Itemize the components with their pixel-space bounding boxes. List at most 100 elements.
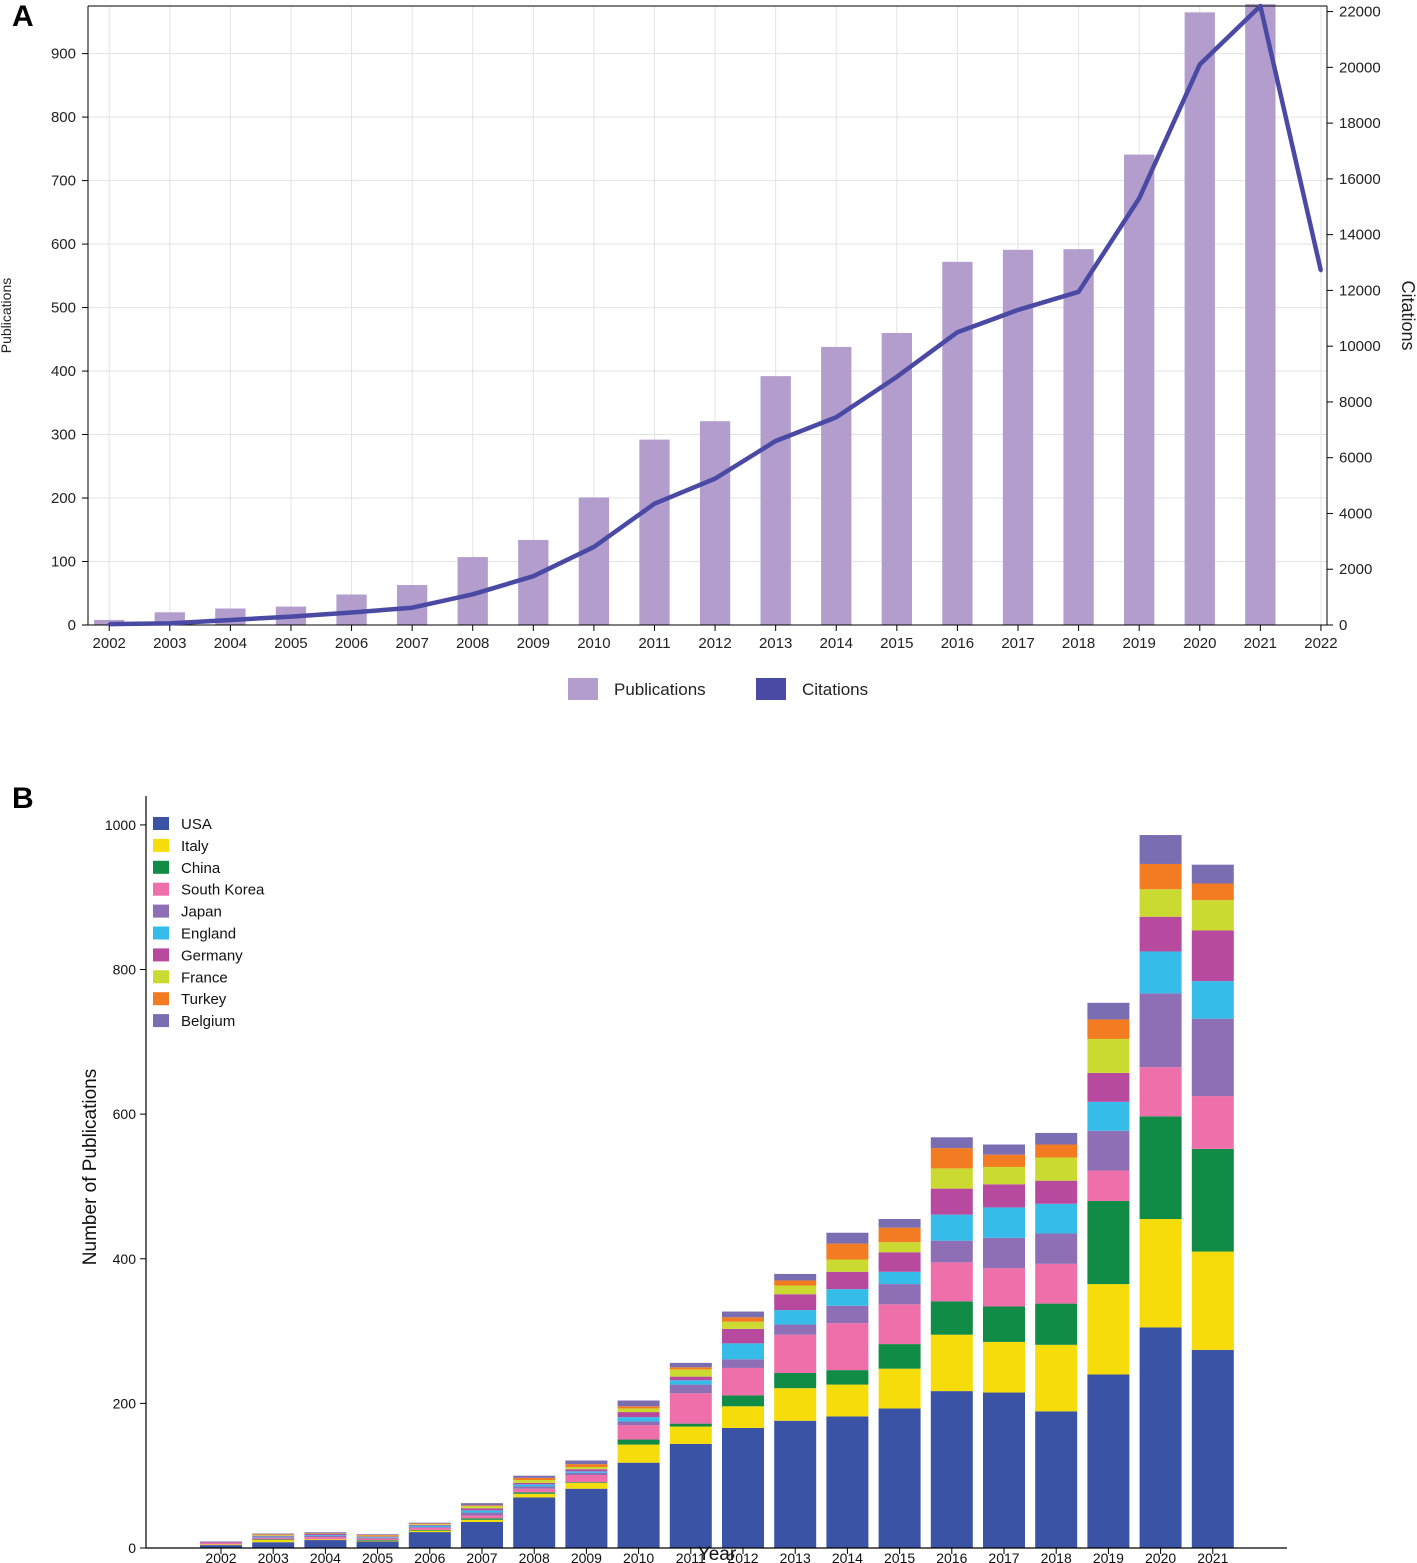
stacked-bar-segment: [983, 1268, 1025, 1307]
stacked-bar-segment: [565, 1488, 608, 1548]
stacked-bar-segment: [304, 1535, 347, 1538]
stacked-bar-segment: [1035, 1263, 1078, 1304]
x-tick-label: 2019: [1093, 1550, 1124, 1563]
stacked-bar-segment: [983, 1306, 1025, 1342]
stacked-bar-segment: [983, 1144, 1025, 1155]
stacked-bar-segment: [356, 1541, 399, 1548]
stacked-bar-segment: [878, 1344, 921, 1369]
stacked-bar-segment: [356, 1540, 399, 1541]
stacked-bar-segment: [722, 1367, 764, 1396]
stacked-bar-segment: [722, 1317, 764, 1322]
x-tick-label: 2006: [335, 635, 368, 652]
y-tick-label: 0: [128, 1540, 136, 1556]
stacked-bar-segment: [1191, 1251, 1234, 1350]
stacked-bar-segment: [930, 1137, 973, 1149]
stacked-bar-segment: [461, 1512, 503, 1516]
stacked-bar-segment: [565, 1469, 608, 1472]
stacked-bar-segment: [1191, 930, 1234, 982]
y-tick-label-right: 14000: [1339, 227, 1381, 244]
citations-point: [1137, 196, 1141, 200]
stacked-bar-segment: [513, 1492, 556, 1494]
stacked-bar-segment: [774, 1420, 817, 1548]
stacked-bar-segment: [617, 1439, 660, 1445]
citations-point: [107, 622, 111, 626]
stacked-bar-segment: [408, 1527, 451, 1528]
stacked-bar-segment: [513, 1493, 556, 1498]
stacked-bar-segment: [1139, 835, 1182, 864]
y-tick-label-right: 16000: [1339, 171, 1381, 188]
stacked-bar-segment: [200, 1541, 242, 1543]
stacked-bar-segment: [252, 1540, 295, 1543]
panel-b-label: B: [12, 782, 34, 815]
stacked-bar-segment: [722, 1427, 764, 1548]
stacked-bar-segment: [408, 1524, 451, 1526]
stacked-bar-segment: [1087, 1038, 1130, 1073]
stacked-bar-segment: [252, 1542, 295, 1548]
stacked-bar-segment: [1087, 1170, 1130, 1201]
y-tick-label: 600: [113, 1106, 137, 1122]
stacked-bar-segment: [774, 1324, 817, 1335]
stacked-bar-segment: [356, 1535, 399, 1537]
stacked-bar-segment: [304, 1540, 347, 1548]
publications-bar: [578, 497, 610, 625]
stacked-bar-segment: [983, 1184, 1025, 1208]
stacked-bar-segment: [200, 1542, 242, 1545]
stacked-bar-segment: [669, 1369, 712, 1377]
stacked-bar-segment: [826, 1323, 869, 1371]
stacked-bar-segment: [774, 1285, 817, 1295]
stacked-bar-segment: [304, 1533, 347, 1535]
stacked-bar-segment: [930, 1240, 973, 1263]
x-tick-label: 2018: [1062, 635, 1095, 652]
legend-label-publications: Publications: [614, 680, 706, 699]
stacked-bar-segment: [461, 1518, 503, 1520]
stacked-bar-segment: [1191, 864, 1234, 884]
stacked-bar-segment: [826, 1289, 869, 1306]
stacked-bar-segment: [1139, 1327, 1182, 1548]
x-tick-label: 2002: [205, 1550, 236, 1563]
stacked-bar-segment: [722, 1406, 764, 1428]
stacked-bar-segment: [1191, 1018, 1234, 1097]
stacked-bar-segment: [252, 1534, 295, 1535]
citations-point: [713, 477, 717, 481]
stacked-bar-segment: [1035, 1157, 1078, 1181]
stacked-bar-segment: [200, 1545, 242, 1548]
x-tick-label: 2010: [577, 635, 610, 652]
y-tick-label-left: 400: [51, 363, 76, 380]
legend-label: Germany: [181, 947, 243, 964]
stacked-bar-segment: [1191, 1096, 1234, 1149]
stacked-bar-segment: [461, 1506, 503, 1509]
stacked-bar-segment: [461, 1503, 503, 1506]
legend-swatch: [153, 970, 169, 984]
stacked-bar-segment: [669, 1443, 712, 1548]
publications-bar: [942, 261, 973, 625]
stacked-bar-segment: [565, 1471, 608, 1473]
legend-label: Turkey: [181, 991, 227, 1008]
stacked-bar-segment: [774, 1373, 817, 1389]
stacked-bar-segment: [826, 1305, 869, 1324]
stacked-bar-segment: [930, 1188, 973, 1215]
stacked-bar-segment: [826, 1232, 869, 1244]
stacked-bar-segment: [930, 1168, 973, 1189]
stacked-bar-segment: [669, 1376, 712, 1381]
x-tick-label: 2007: [466, 1550, 497, 1563]
publications-bar: [821, 346, 852, 625]
publications-citations-chart: 0 100 200 300 400 500 600 700 800 900 0 2000 4000 600…: [0, 4, 1417, 700]
stacked-bar-segment: [930, 1214, 973, 1241]
x-tick-label: 2021: [1244, 635, 1277, 652]
citations-point: [228, 618, 232, 622]
x-tick-label: 2005: [362, 1550, 393, 1563]
stacked-bar-segment: [1139, 889, 1182, 917]
citations-point: [471, 592, 475, 596]
legend-label: South Korea: [181, 882, 265, 899]
legend-swatch: [153, 1014, 169, 1028]
stacked-bar-segment: [1139, 916, 1182, 952]
x-tick-label: 2021: [1197, 1550, 1228, 1563]
stacked-bar-segment: [565, 1467, 608, 1470]
stacked-bar-segment: [1139, 1116, 1182, 1219]
stacked-bar-segment: [930, 1262, 973, 1302]
stacked-bar-segment: [565, 1464, 608, 1468]
stacked-bar-segment: [356, 1538, 399, 1541]
legend-label-citations: Citations: [802, 680, 868, 699]
stacked-bar-segment: [565, 1482, 608, 1489]
x-tick-label: 2011: [638, 635, 670, 652]
